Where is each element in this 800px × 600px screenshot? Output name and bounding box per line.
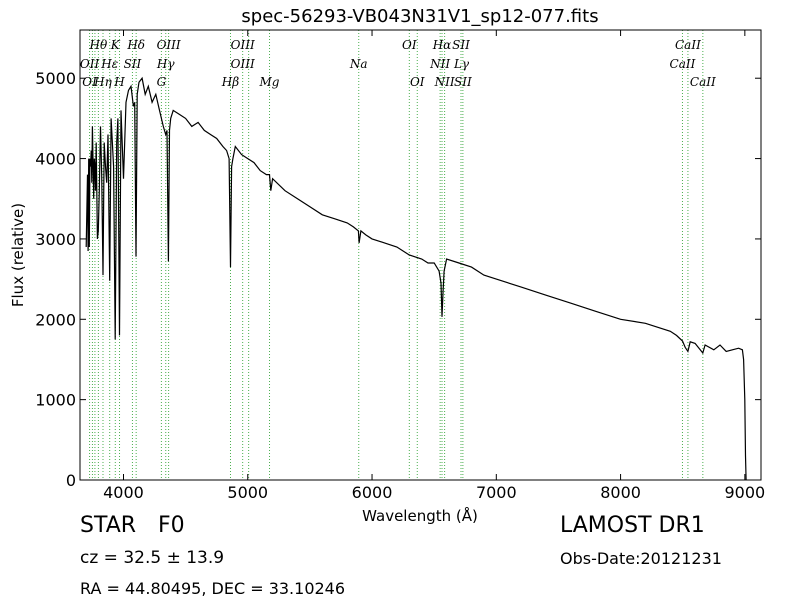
redshift-cz: cz = 32.5 ± 13.9 bbox=[80, 548, 225, 568]
line-label-26: SII bbox=[454, 75, 472, 89]
x-tick-label-4000: 4000 bbox=[103, 483, 144, 502]
y-tick-label-2000: 2000 bbox=[35, 310, 76, 329]
line-label-17: CaII bbox=[670, 57, 696, 71]
line-label-16: Lγ bbox=[453, 57, 470, 71]
line-label-19: Hη bbox=[93, 75, 112, 89]
line-label-24: OI bbox=[410, 75, 425, 89]
x-tick-label-5000: 5000 bbox=[227, 483, 268, 502]
x-tick-label-9000: 9000 bbox=[724, 483, 765, 502]
line-label-14: Na bbox=[349, 57, 368, 71]
y-tick-label-0: 0 bbox=[66, 471, 76, 490]
observation-date: Obs-Date:20121231 bbox=[560, 549, 722, 568]
line-label-1: K bbox=[110, 38, 121, 52]
x-axis-ticks: 4000 5000 6000 7000 8000 9000 bbox=[103, 30, 765, 502]
line-label-20: H bbox=[113, 75, 125, 89]
line-label-4: OIII bbox=[231, 38, 255, 52]
plot-frame bbox=[79, 29, 762, 481]
line-label-3: OIII bbox=[157, 38, 181, 52]
y-tick-label-3000: 3000 bbox=[35, 230, 76, 249]
y-tick-label-1000: 1000 bbox=[35, 391, 76, 410]
line-label-0: Hθ bbox=[89, 38, 108, 52]
object-class: STAR bbox=[80, 513, 137, 538]
line-label-8: CaII bbox=[675, 38, 701, 52]
line-label-12: Hγ bbox=[156, 57, 175, 71]
line-label-25: NII bbox=[434, 75, 455, 89]
y-tick-label-4000: 4000 bbox=[35, 150, 76, 169]
line-label-5: OI bbox=[402, 38, 417, 52]
line-label-18: OI bbox=[82, 75, 97, 89]
line-markers bbox=[89, 30, 704, 480]
survey-name: LAMOST DR1 bbox=[560, 513, 705, 538]
line-label-11: SII bbox=[124, 57, 142, 71]
object-subclass: F0 bbox=[158, 513, 185, 538]
line-label-23: Mg bbox=[259, 75, 280, 89]
x-axis-label: Wavelength (Å) bbox=[362, 506, 478, 525]
line-label-7: SII bbox=[452, 38, 470, 52]
y-tick-label-5000: 5000 bbox=[35, 69, 76, 88]
line-label-22: Hβ bbox=[221, 75, 239, 89]
line-label-10: Hε bbox=[100, 57, 118, 71]
line-label-2: Hδ bbox=[126, 38, 145, 52]
x-tick-label-8000: 8000 bbox=[600, 483, 641, 502]
ra-dec-coordinates: RA = 44.80495, DEC = 33.10246 bbox=[80, 579, 346, 598]
line-label-15: NII bbox=[429, 57, 450, 71]
line-label-27: CaII bbox=[690, 75, 716, 89]
line-label-9: OII bbox=[80, 57, 100, 71]
line-label-21: G bbox=[157, 75, 167, 89]
chart-title: spec-56293-VB043N31V1_sp12-077.fits bbox=[241, 6, 598, 27]
spectrum-line-group bbox=[85, 76, 747, 481]
x-tick-label-6000: 6000 bbox=[352, 483, 393, 502]
x-tick-label-7000: 7000 bbox=[476, 483, 517, 502]
y-axis-label: Flux (relative) bbox=[9, 203, 27, 307]
line-label-6: Hα bbox=[432, 38, 452, 52]
line-label-13: OIII bbox=[231, 57, 255, 71]
spectrum-line bbox=[85, 76, 747, 481]
y-axis-ticks: 0 1000 2000 3000 4000 5000 bbox=[35, 69, 761, 490]
